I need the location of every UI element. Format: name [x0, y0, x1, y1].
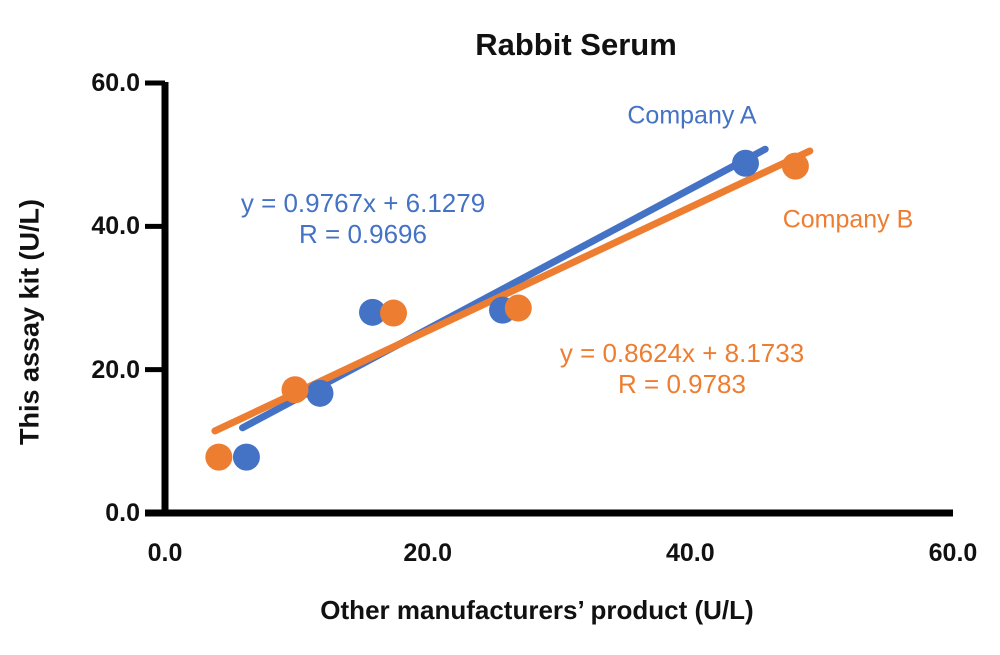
trendline-series-a: [238, 145, 769, 432]
data-point-series-b: [281, 376, 309, 404]
series-a-r-value: R = 0.9696: [299, 219, 427, 249]
data-point-series-b: [205, 443, 233, 471]
y-tick-label: 40.0: [91, 212, 140, 241]
chart-title: Rabbit Serum: [475, 27, 677, 62]
x-tick-label: 60.0: [928, 539, 978, 567]
data-point-series-a: [731, 149, 759, 177]
y-tick-label: 0.0: [105, 499, 140, 527]
data-point-series-a: [359, 298, 387, 326]
series-b-r-value: R = 0.9783: [618, 369, 746, 399]
data-point-series-b: [781, 152, 809, 180]
data-point-series-a: [306, 379, 334, 407]
series-b-equation: y = 0.8624x + 8.1733 R = 0.9783: [560, 338, 804, 400]
y-tick-label: 20.0: [91, 355, 140, 384]
data-point-series-b: [380, 299, 408, 327]
series-b-label: Company B: [782, 205, 914, 234]
series-a-equation-line1: y = 0.9767x + 6.1279: [240, 188, 486, 218]
series-a-label: Company A: [627, 101, 757, 130]
series-a-equation: y = 0.9767x + 6.1279 R = 0.9696: [241, 188, 485, 250]
y-axis-title: This assay kit (U/L): [14, 198, 45, 446]
x-tick-label: 40.0: [665, 539, 715, 567]
series-b-equation-line1: y = 0.8624x + 8.1733: [559, 338, 805, 368]
x-axis-title: Other manufacturers’ product (U/L): [320, 595, 754, 625]
data-point-series-b: [504, 294, 532, 322]
x-tick-label: 0.0: [147, 539, 183, 567]
y-tick-label: 60.0: [91, 69, 140, 97]
x-tick-label: 20.0: [403, 539, 452, 567]
data-point-series-a: [232, 443, 260, 471]
